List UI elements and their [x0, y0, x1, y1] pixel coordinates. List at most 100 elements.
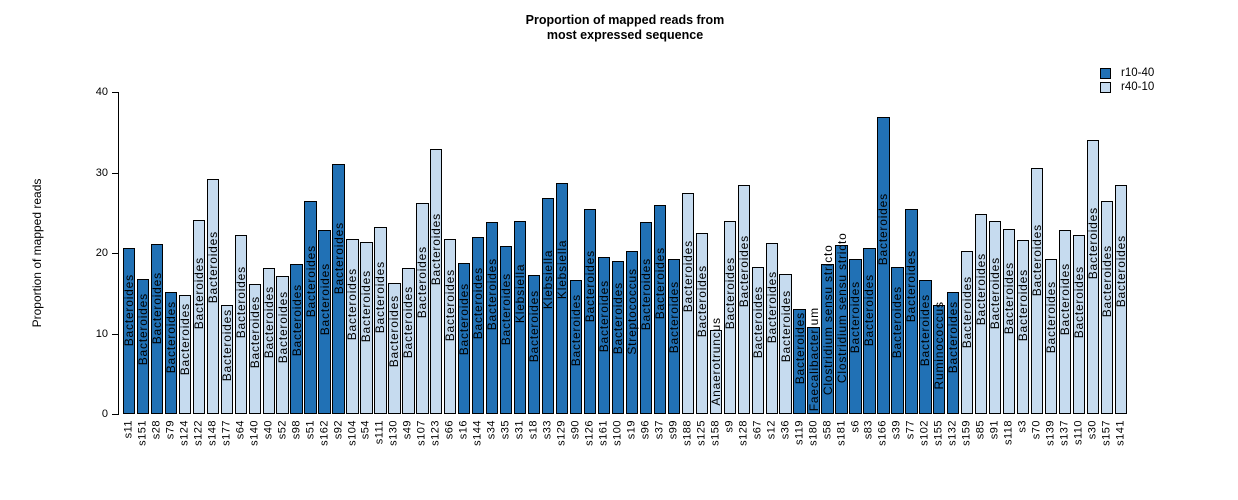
x-axis-label: s30	[1086, 420, 1099, 440]
x-axis-label: s110	[1072, 420, 1085, 446]
bar-taxon-label: Bacteroides	[848, 280, 863, 353]
x-axis-label: s18	[527, 420, 540, 440]
bar-taxon-label: Bacteroides	[121, 274, 136, 347]
bar-s102: Bacteroides	[918, 280, 932, 414]
bar-taxon-label: Klebsiella	[555, 240, 570, 300]
x-axis-label: s102	[918, 420, 931, 446]
chart-title-line2: most expressed sequence	[546, 28, 704, 42]
bar-s124: Bacteroides	[177, 294, 192, 414]
bar-taxon-label: Bacteroides	[1058, 263, 1073, 336]
bar-taxon-label: Bacteroides	[638, 257, 653, 330]
bar-taxon-label: Anaerotruncus	[708, 316, 723, 406]
legend-swatch-r40-10	[1100, 81, 1111, 93]
x-axis-label: s130	[387, 420, 400, 446]
bar-s54: Bacteroides	[359, 241, 373, 414]
bar-s162: Bacteroides	[318, 230, 332, 414]
x-axis-label: s77	[904, 420, 917, 440]
bar-s151: Bacteroides	[136, 278, 150, 414]
bar-s28: Bacteroides	[150, 244, 164, 414]
bar-taxon-label: Bacteroides	[499, 272, 514, 345]
x-axis-label: s148	[206, 420, 219, 446]
bar-taxon-label: Bacteroides	[750, 285, 765, 358]
bar-taxon-label: Bacteroides	[233, 265, 248, 338]
legend-item-r40-10: r40-10	[1100, 80, 1154, 94]
x-axis-label: s64	[234, 420, 247, 440]
legend-label-r10-40: r10-40	[1121, 67, 1155, 79]
bar-s126: Bacteroides	[583, 208, 597, 414]
x-axis-label: s6	[849, 420, 861, 433]
bar-s166: Bacteroides	[876, 116, 890, 414]
x-axis-label: s104	[346, 420, 358, 446]
bar-taxon-label: Bacteroides	[177, 303, 192, 376]
x-axis-label: s36	[779, 420, 792, 440]
x-axis-label: s122	[192, 420, 205, 446]
bar-s110: Bacteroides	[1072, 234, 1086, 414]
bar-taxon-label: Bacteroides	[373, 261, 388, 334]
y-tick-label: 20	[95, 247, 108, 259]
bar-taxon-label: Bacteroides	[163, 301, 178, 374]
legend: r10-40 r40-10	[1100, 66, 1154, 94]
y-tick-label: 40	[95, 86, 108, 98]
bar-s98: Bacteroides	[290, 264, 304, 414]
bar-taxon-label: Bacteroides	[303, 244, 318, 317]
bar-s92: Bacteroides	[332, 164, 346, 414]
bar-s129: Klebsiella	[555, 182, 570, 414]
bar-s144: Bacteroides	[471, 236, 485, 414]
bar-taxon-label: Bacteroides	[415, 246, 430, 319]
bar-s100: Bacteroides	[611, 261, 625, 414]
bar-taxon-label: Bacteroides	[904, 249, 919, 322]
bar-s111: Bacteroides	[373, 227, 388, 414]
x-axis-label: s155	[932, 420, 945, 446]
bar-s139: Bacteroides	[1044, 259, 1058, 414]
bar-taxon-label: Klebsiella	[541, 249, 556, 309]
bar-taxon-label: Bacteroides	[1030, 224, 1045, 297]
x-axis-label: s34	[485, 420, 498, 440]
x-axis-label: s140	[248, 420, 261, 446]
x-axis-label: s37	[653, 420, 666, 440]
bar-taxon-label: Bacteroides	[1002, 262, 1017, 335]
bar-s132: Bacteroides	[946, 291, 960, 414]
x-axis-label: s19	[625, 420, 638, 440]
x-axis-label: s31	[513, 420, 526, 440]
x-axis-label: s124	[178, 420, 191, 446]
x-axis-label: s166	[876, 420, 889, 446]
bar-s128: Bacteroides	[736, 184, 751, 414]
x-axis-label: s158	[709, 420, 722, 446]
bar-taxon-label: Bacteroides	[1113, 235, 1128, 308]
x-axis-label: s58	[821, 420, 834, 440]
bar-taxon-label: Bacteroides	[191, 256, 206, 329]
bar-taxon-label: Bacteroides	[722, 257, 737, 330]
bar-taxon-label: Bacteroides	[247, 296, 262, 369]
x-axis-label: s83	[862, 420, 875, 440]
bar-s83: Bacteroides	[862, 248, 876, 414]
x-axis-label: s54	[359, 420, 372, 440]
x-axis-label: s85	[974, 420, 987, 440]
x-axis-label: s137	[1058, 420, 1071, 446]
x-axis-label: s141	[1114, 420, 1127, 446]
bar-s137: Bacteroides	[1058, 230, 1073, 414]
bar-s30: Bacteroides	[1086, 139, 1100, 414]
bar-taxon-label: Bacteroides	[736, 234, 751, 307]
bar-s11: Bacteroides	[121, 248, 136, 414]
y-axis-title: Proportion of mapped reads	[30, 178, 44, 328]
x-axis-label: s181	[835, 420, 848, 446]
bar-s99: Bacteroides	[667, 259, 681, 414]
x-axis-label: s126	[583, 420, 596, 446]
x-axis-label: s107	[415, 420, 428, 446]
bar-taxon-label: Bacteroides	[443, 268, 458, 341]
x-axis-label: s161	[597, 420, 610, 446]
plot-area: 0 10 20 30 40 Bacteroides Bacteroides Bacteroi…	[96, 86, 1128, 446]
bar-s33: Klebsiella	[541, 198, 556, 414]
x-axis-label: s91	[988, 420, 1001, 440]
bar-taxon-label: Bacteroides	[401, 286, 416, 359]
bar-s40: Bacteroides	[262, 267, 276, 414]
chart-title-line1: Proportion of mapped reads from	[525, 13, 725, 27]
x-axis-label: s51	[304, 420, 317, 440]
bar-taxon-label: Bacteroides	[694, 264, 709, 337]
bar-taxon-label: Bacteroides	[652, 247, 667, 320]
y-tick	[112, 92, 118, 93]
x-axis-label: s66	[443, 420, 456, 440]
legend-item-r10-40: r10-40	[1100, 66, 1154, 80]
bar-s158: Anaerotruncus	[709, 317, 723, 414]
